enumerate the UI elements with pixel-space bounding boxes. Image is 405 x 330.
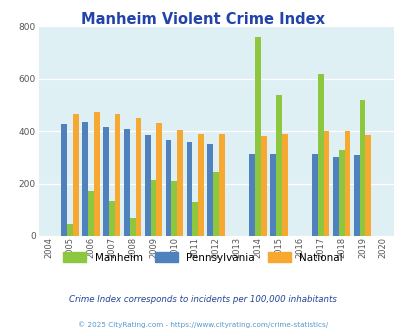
Legend: Manheim, Pennsylvania, National: Manheim, Pennsylvania, National [59, 248, 346, 267]
Bar [317, 74, 323, 236]
Bar [353, 155, 359, 236]
Text: Manheim Violent Crime Index: Manheim Violent Crime Index [81, 12, 324, 26]
Bar [156, 123, 162, 236]
Bar [219, 134, 224, 236]
Bar [124, 129, 129, 236]
Bar [213, 172, 219, 236]
Bar [311, 154, 317, 236]
Bar [281, 134, 287, 236]
Bar [338, 149, 344, 236]
Bar [144, 135, 150, 236]
Bar [323, 131, 328, 236]
Bar [94, 112, 99, 236]
Bar [198, 134, 204, 236]
Bar [186, 143, 192, 236]
Bar [150, 180, 156, 236]
Bar [344, 131, 350, 236]
Bar [332, 156, 338, 236]
Bar [109, 201, 114, 236]
Bar [177, 130, 183, 236]
Bar [207, 144, 213, 236]
Bar [67, 224, 72, 236]
Bar [72, 114, 79, 236]
Bar [364, 135, 370, 236]
Bar [260, 136, 266, 236]
Bar [165, 140, 171, 236]
Bar [249, 154, 254, 236]
Bar [275, 94, 281, 236]
Text: © 2025 CityRating.com - https://www.cityrating.com/crime-statistics/: © 2025 CityRating.com - https://www.city… [78, 322, 327, 328]
Bar [269, 154, 275, 236]
Bar [82, 122, 87, 236]
Bar [114, 114, 120, 236]
Bar [103, 127, 109, 236]
Bar [254, 37, 260, 236]
Text: Crime Index corresponds to incidents per 100,000 inhabitants: Crime Index corresponds to incidents per… [69, 295, 336, 304]
Bar [171, 181, 177, 236]
Bar [129, 218, 135, 236]
Bar [359, 100, 364, 236]
Bar [87, 191, 94, 236]
Bar [61, 124, 67, 236]
Bar [135, 117, 141, 236]
Bar [192, 202, 198, 236]
